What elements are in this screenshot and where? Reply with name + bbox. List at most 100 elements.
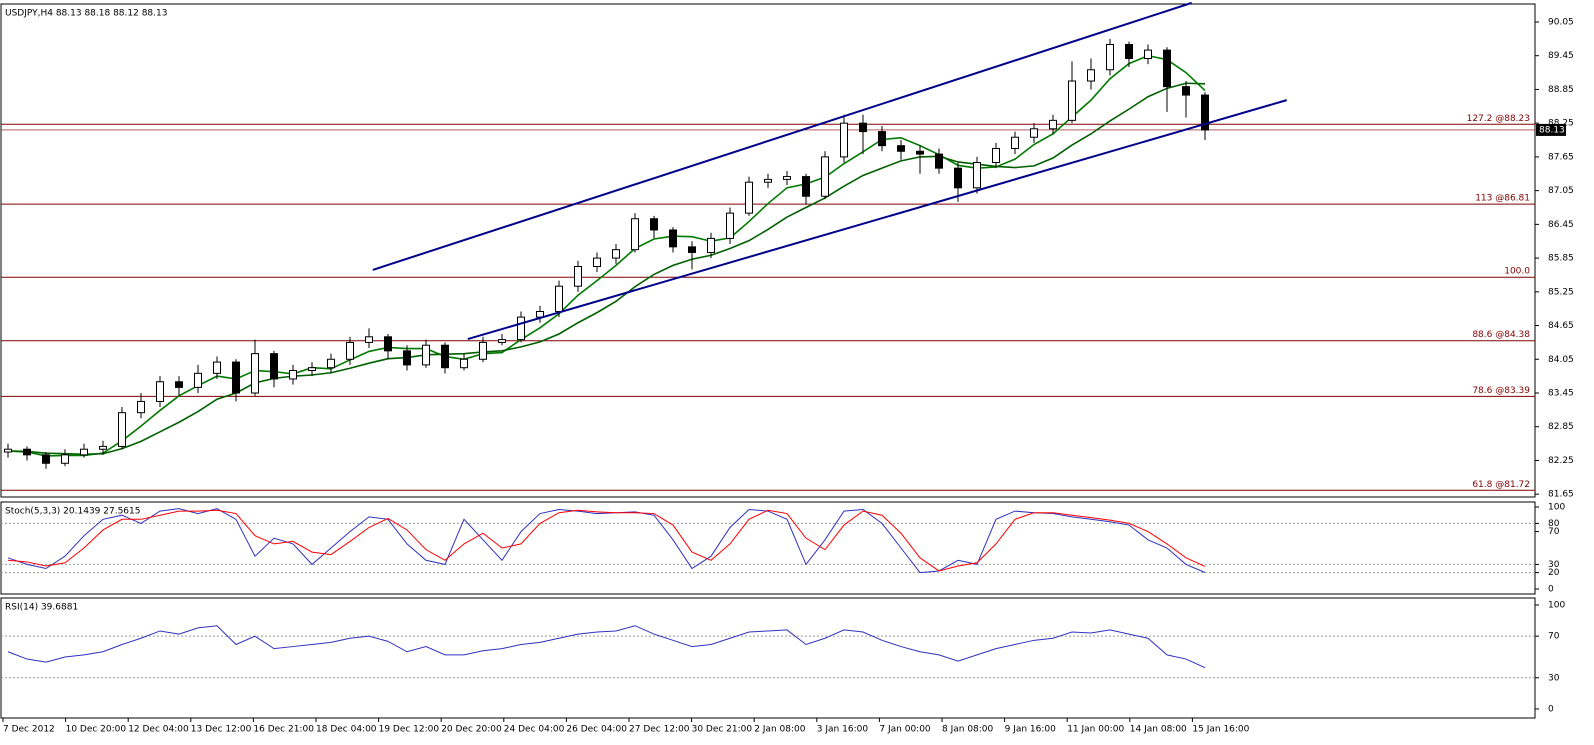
indicator-line bbox=[7, 509, 1206, 572]
candle-body bbox=[1182, 86, 1190, 96]
y-tick-label: 100 bbox=[1548, 503, 1565, 513]
panel-title: Stoch(5,3,3) 20.1439 27.5615 bbox=[5, 507, 140, 517]
candle-body bbox=[783, 176, 791, 180]
x-tick-label: 14 Jan 08:00 bbox=[1130, 725, 1187, 735]
candle-body bbox=[346, 341, 354, 360]
x-tick-label: 30 Dec 21:00 bbox=[692, 725, 753, 735]
candle-body bbox=[574, 266, 582, 287]
panel-frame bbox=[0, 3, 1536, 498]
moving-average bbox=[7, 82, 1206, 456]
candle-body bbox=[118, 412, 126, 447]
candle-body bbox=[460, 358, 468, 369]
x-tick-label: 19 Dec 12:00 bbox=[379, 725, 440, 735]
y-tick-label: 20 bbox=[1548, 568, 1560, 578]
y-tick-label: 82.85 bbox=[1548, 422, 1574, 432]
candle-body bbox=[631, 218, 639, 251]
candle-body bbox=[42, 454, 50, 464]
candle-body bbox=[517, 316, 525, 341]
candle-body bbox=[1106, 43, 1114, 71]
y-tick-label: 88.85 bbox=[1548, 85, 1574, 95]
x-tick-label: 27 Dec 12:00 bbox=[629, 725, 690, 735]
candle-body bbox=[156, 381, 164, 402]
candle-body bbox=[137, 400, 145, 414]
candle-body bbox=[99, 445, 107, 450]
y-tick-label: 87.05 bbox=[1548, 186, 1574, 196]
candle-body bbox=[726, 212, 734, 239]
candle-body bbox=[403, 350, 411, 366]
candle-body bbox=[992, 147, 1000, 164]
y-tick-label: 70 bbox=[1548, 527, 1560, 537]
candle-body bbox=[4, 448, 12, 453]
candle-body bbox=[973, 162, 981, 189]
trendline bbox=[372, 1, 1193, 271]
candle-body bbox=[1163, 49, 1171, 88]
candle-body bbox=[80, 448, 88, 456]
candle-body bbox=[61, 454, 69, 464]
y-tick-label: 100 bbox=[1548, 600, 1565, 610]
trendline bbox=[467, 99, 1287, 340]
candle-body bbox=[422, 344, 430, 366]
candle-body bbox=[232, 361, 240, 394]
candle-body bbox=[688, 246, 696, 253]
candle-body bbox=[1049, 119, 1057, 130]
fib-label: 113 @86.81 bbox=[1475, 194, 1530, 204]
fib-label: 78.6 @83.39 bbox=[1472, 386, 1530, 396]
candle-body bbox=[897, 145, 905, 152]
candle-body bbox=[555, 285, 563, 312]
x-tick-label: 2 Jan 08:00 bbox=[754, 725, 806, 735]
candle-body bbox=[669, 229, 677, 248]
candle-body bbox=[1030, 128, 1038, 138]
x-tick-label: 8 Jan 08:00 bbox=[942, 725, 994, 735]
candle-body bbox=[1011, 136, 1019, 149]
candle-body bbox=[327, 358, 335, 369]
candle-body bbox=[802, 176, 810, 197]
candle-body bbox=[270, 353, 278, 380]
last-price-box bbox=[1536, 123, 1566, 136]
indicator-line bbox=[7, 625, 1206, 669]
candle-body bbox=[840, 122, 848, 158]
candle-body bbox=[859, 122, 867, 133]
candle-body bbox=[1087, 69, 1095, 82]
y-tick-label: 80 bbox=[1548, 519, 1560, 529]
candle-body bbox=[593, 257, 601, 268]
x-tick-label: 13 Dec 12:00 bbox=[191, 725, 252, 735]
candle-body bbox=[707, 237, 715, 253]
candle-body bbox=[878, 131, 886, 147]
y-tick-label: 85.85 bbox=[1548, 254, 1574, 264]
candle-body bbox=[441, 344, 449, 369]
candle-body bbox=[308, 367, 316, 372]
x-tick-label: 12 Dec 04:00 bbox=[128, 725, 189, 735]
y-tick-label: 0 bbox=[1548, 704, 1554, 714]
y-tick-label: 88.25 bbox=[1548, 119, 1574, 129]
y-tick-label: 70 bbox=[1548, 632, 1560, 642]
fib-label: 88.6 @84.38 bbox=[1472, 330, 1530, 340]
candle-body bbox=[1125, 43, 1133, 60]
y-tick-label: 85.25 bbox=[1548, 287, 1574, 297]
candle-body bbox=[745, 181, 753, 214]
fib-label: 127.2 @88.23 bbox=[1467, 114, 1530, 124]
x-tick-label: 11 Jan 00:00 bbox=[1067, 725, 1124, 735]
x-tick-label: 15 Jan 16:00 bbox=[1192, 725, 1249, 735]
fib-label: 61.8 @81.72 bbox=[1472, 480, 1530, 490]
candle-body bbox=[175, 381, 183, 388]
y-tick-label: 83.45 bbox=[1548, 389, 1574, 399]
panel-title: USDJPY,H4 88.13 88.18 88.12 88.13 bbox=[5, 9, 167, 19]
panel-frame bbox=[0, 501, 1536, 595]
y-tick-label: 0 bbox=[1548, 584, 1554, 594]
candle-body bbox=[194, 372, 202, 388]
x-tick-label: 16 Dec 21:00 bbox=[253, 725, 314, 735]
x-tick-label: 7 Dec 2012 bbox=[3, 725, 55, 735]
candle-body bbox=[365, 336, 373, 343]
x-tick-label: 9 Jan 16:00 bbox=[1005, 725, 1057, 735]
moving-average bbox=[7, 54, 1206, 457]
candle-body bbox=[1144, 49, 1152, 60]
candle-body bbox=[650, 218, 658, 231]
y-tick-label: 89.45 bbox=[1548, 51, 1574, 61]
x-tick-label: 7 Jan 00:00 bbox=[879, 725, 931, 735]
x-tick-label: 26 Dec 04:00 bbox=[566, 725, 627, 735]
candle-body bbox=[612, 249, 620, 259]
y-tick-label: 81.65 bbox=[1548, 490, 1574, 500]
candle-body bbox=[764, 178, 772, 183]
